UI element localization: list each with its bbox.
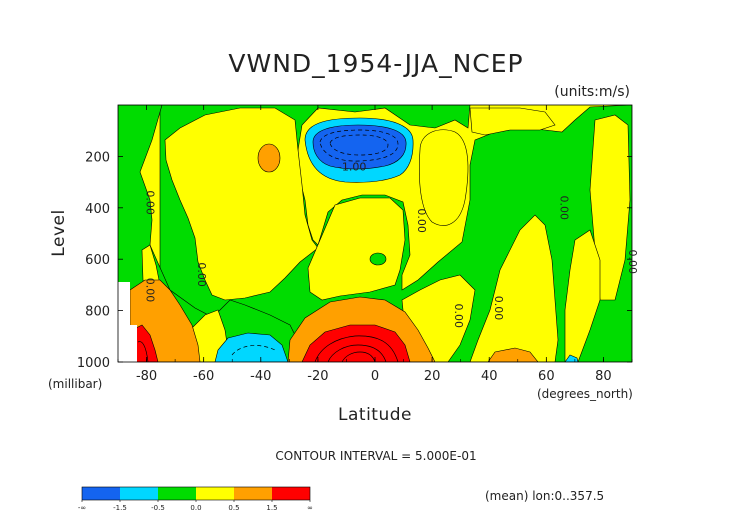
x-tick-label: -40 bbox=[250, 369, 271, 384]
colorbar-label: 1.5 bbox=[266, 504, 277, 512]
missing-data-region bbox=[118, 282, 137, 362]
contour-label: 0.00 bbox=[195, 262, 208, 287]
footnote-mean-lon: (mean) lon:0..357.5 bbox=[485, 489, 604, 503]
yellow-pocket-east bbox=[469, 107, 556, 136]
colorbar: -∞ -1.5 -0.5 0.0 0.5 1.5 ∞ bbox=[78, 486, 313, 512]
contour-label: 0.00 bbox=[452, 303, 465, 328]
yellow-pocket-lower-east bbox=[469, 214, 559, 362]
x-unit-label: (degrees_north) bbox=[537, 387, 633, 401]
colorbar-swatch bbox=[196, 487, 234, 500]
colorbar-label: -1.5 bbox=[113, 504, 127, 512]
red-region-southpole bbox=[131, 324, 159, 362]
yellow-pocket-oval bbox=[419, 129, 469, 226]
contour-label: 0.00 bbox=[144, 278, 157, 303]
orange-blob-small bbox=[257, 143, 281, 173]
plot-area bbox=[118, 105, 632, 362]
contour-label: -1.00 bbox=[338, 161, 366, 174]
yellow-pocket-far-east bbox=[589, 114, 631, 301]
cyan-region-lower bbox=[214, 332, 289, 362]
x-tick-label: -20 bbox=[307, 369, 328, 384]
y-tick-label: 400 bbox=[85, 202, 110, 217]
yellow-pocket-mid-east bbox=[564, 229, 601, 362]
neg-contour-2 bbox=[329, 134, 389, 156]
orange-region-east bbox=[487, 347, 539, 362]
negative-contours bbox=[231, 129, 399, 356]
contour-label: 0.00 bbox=[492, 296, 505, 321]
colorbar-swatch bbox=[82, 487, 120, 500]
positive-contours bbox=[137, 335, 399, 362]
neg-contour-3 bbox=[231, 345, 276, 356]
contour-label: 0.00 bbox=[415, 208, 428, 233]
colorbar-swatch bbox=[120, 487, 158, 500]
x-axis-ticks: -80 -60 -40 -20 0 20 40 60 80 bbox=[117, 105, 633, 384]
x-tick-label: 60 bbox=[538, 369, 555, 384]
contour-label: 0.00 bbox=[626, 250, 639, 275]
contour-label: 0.00 bbox=[144, 190, 157, 215]
y-unit-label: (millibar) bbox=[48, 377, 102, 391]
colorbar-label: ∞ bbox=[307, 504, 313, 512]
colorbar-swatch bbox=[158, 487, 196, 500]
y-tick-label: 1000 bbox=[77, 356, 110, 371]
colorbar-label: -∞ bbox=[78, 504, 86, 512]
green-blob-small bbox=[369, 252, 387, 266]
colorbar-label: -0.5 bbox=[151, 504, 165, 512]
x-axis-label: Latitude bbox=[338, 405, 412, 425]
pos-contour-1 bbox=[314, 335, 399, 362]
x-tick-label: 20 bbox=[424, 369, 441, 384]
contour-interval-note: CONTOUR INTERVAL = 5.000E-01 bbox=[275, 449, 476, 463]
pos-contour-4 bbox=[137, 341, 149, 362]
x-tick-label: 0 bbox=[371, 369, 379, 384]
red-region-equator bbox=[301, 324, 411, 362]
colorbar-label: 0.0 bbox=[190, 504, 201, 512]
contour-labels: -1.00 0.00 0.00 0.00 0.00 0.00 0.00 0.00 0.00 bbox=[144, 161, 640, 328]
y-tick-label: 800 bbox=[85, 305, 110, 320]
pos-contour-3 bbox=[341, 351, 376, 362]
colorbar-label: 0.5 bbox=[228, 504, 239, 512]
pos-contour-2 bbox=[327, 344, 387, 362]
y-axis-ticks: 200 400 600 800 1000 bbox=[77, 150, 632, 371]
units-label: (units:m/s) bbox=[554, 84, 630, 100]
y-tick-label: 600 bbox=[85, 253, 110, 268]
x-tick-label: 80 bbox=[595, 369, 612, 384]
chart-title: VWND_1954-JJA_NCEP bbox=[228, 49, 523, 78]
contour-label: 0.00 bbox=[558, 196, 571, 221]
yellow-pocket-center bbox=[307, 197, 406, 301]
red-regions bbox=[131, 324, 411, 362]
y-axis-label: Level bbox=[49, 209, 69, 256]
colorbar-swatch bbox=[272, 487, 310, 500]
x-tick-label: -60 bbox=[193, 369, 214, 384]
y-tick-label: 200 bbox=[85, 150, 110, 165]
colorbar-swatch bbox=[234, 487, 272, 500]
x-tick-label: 40 bbox=[481, 369, 498, 384]
neg-contour-1 bbox=[319, 129, 399, 162]
x-tick-label: -80 bbox=[136, 369, 157, 384]
